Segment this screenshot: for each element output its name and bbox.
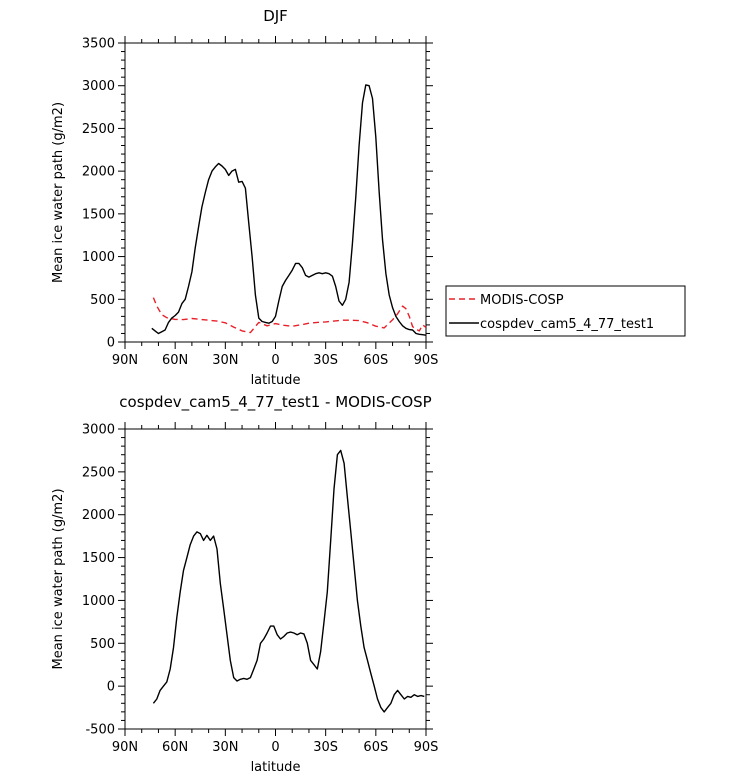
series-0-point — [415, 328, 417, 330]
series-0-point — [208, 319, 210, 321]
legend-entry: MODIS-COSP — [480, 293, 564, 308]
x-tick-label: 60S — [363, 353, 388, 368]
x-tick-label: 90N — [112, 740, 138, 755]
x-tick-label: 60N — [162, 740, 188, 755]
y-tick-label: 500 — [90, 293, 115, 308]
y-tick-label: 2500 — [82, 465, 115, 480]
x-axis-label: latitude — [251, 760, 301, 775]
x-tick-label: 90S — [414, 353, 439, 368]
y-tick-label: -500 — [85, 723, 115, 738]
x-tick-label: 60S — [363, 740, 388, 755]
x-tick-label: 30N — [212, 353, 238, 368]
series-0-point — [199, 318, 201, 320]
series-0-point — [300, 324, 302, 326]
legend-entry: cospdev_cam5_4_77_test1 — [480, 317, 654, 332]
x-tick-label: 0 — [271, 740, 279, 755]
y-tick-label: 1500 — [82, 207, 115, 222]
x-tick-label: 30S — [313, 353, 338, 368]
x-tick-label: 30S — [313, 740, 338, 755]
legend: MODIS-COSP cospdev_cam5_4_77_test1 — [445, 285, 686, 337]
y-tick-label: 3500 — [82, 37, 115, 52]
x-tick-label: 60N — [162, 353, 188, 368]
y-tick-label: 1500 — [82, 551, 115, 566]
y-tick-label: 0 — [107, 336, 115, 351]
plot-frame — [124, 42, 427, 343]
x-tick-label: 30N — [212, 740, 238, 755]
x-tick-label: 90N — [112, 353, 138, 368]
series-0-point — [291, 325, 293, 327]
x-axis-label: latitude — [251, 373, 301, 388]
y-tick-label: 1000 — [82, 250, 115, 265]
top-chart-panel: DJF 0 500 1000 1500 2000 2500 3000 3500 90N 60N 30N… — [51, 7, 686, 388]
y-tick-label: 2000 — [82, 508, 115, 523]
series-line-1 — [151, 84, 426, 336]
y-tick-label: 2500 — [82, 122, 115, 137]
plot-frame — [124, 428, 427, 730]
x-tick-label: 0 — [271, 353, 279, 368]
series-line-0 — [152, 449, 425, 713]
y-tick-label: 500 — [90, 637, 115, 652]
bottom-chart-panel: cospdev_cam5_4_77_test1 - MODIS-COSP -500… — [51, 393, 438, 775]
x-tick-label: 90S — [414, 740, 439, 755]
y-tick-label: 0 — [107, 680, 115, 695]
y-tick-label: 3000 — [82, 423, 115, 438]
y-axis-label: Mean ice water path (g/m2) — [51, 102, 66, 283]
y-tick-label: 1000 — [82, 594, 115, 609]
series-line-0 — [152, 297, 426, 334]
chart-title: cospdev_cam5_4_77_test1 - MODIS-COSP — [119, 393, 431, 412]
series-0-point — [350, 319, 352, 321]
y-axis-label: Mean ice water path (g/m2) — [51, 488, 66, 669]
y-tick-label: 2000 — [82, 165, 115, 180]
chart-title: DJF — [263, 7, 288, 25]
y-tick-label: 3000 — [82, 79, 115, 94]
legend-box — [445, 285, 686, 337]
